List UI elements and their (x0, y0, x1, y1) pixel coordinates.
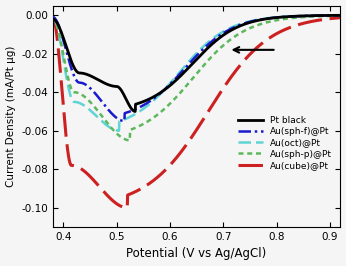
Y-axis label: Current Density (mA/Pt μg): Current Density (mA/Pt μg) (6, 45, 16, 187)
X-axis label: Potential (V vs Ag/AgCl): Potential (V vs Ag/AgCl) (126, 247, 267, 260)
Legend: Pt black, Au(sph-f)@Pt, Au(oct)@Pt, Au(sph-p)@Pt, Au(cube)@Pt: Pt black, Au(sph-f)@Pt, Au(oct)@Pt, Au(s… (234, 112, 336, 173)
